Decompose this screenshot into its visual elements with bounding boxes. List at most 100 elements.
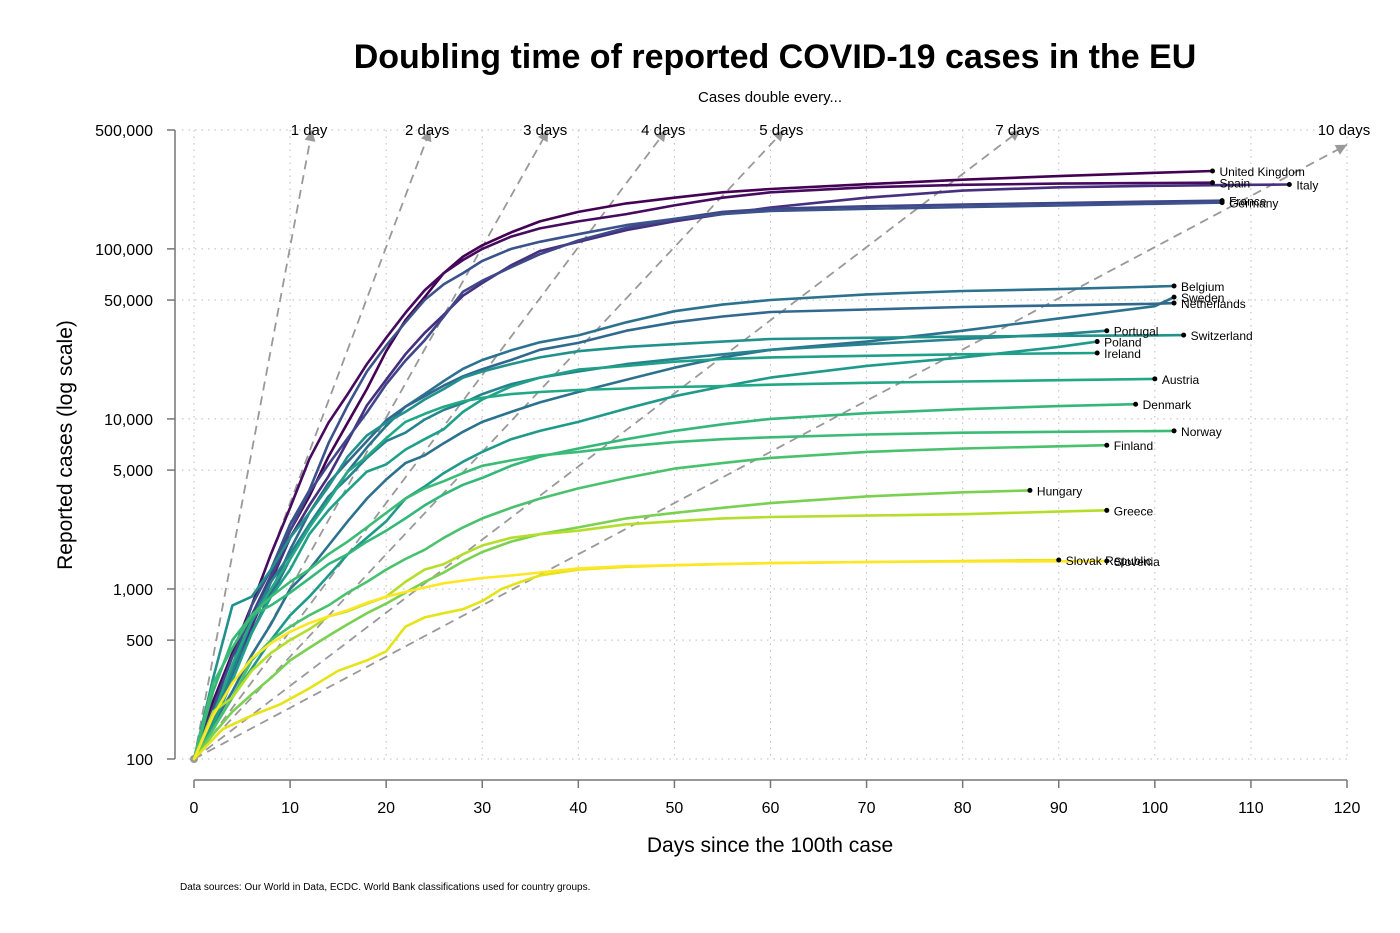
series-line xyxy=(192,199,1224,761)
series-end-dot xyxy=(1152,376,1158,382)
series-end-label: France xyxy=(1229,195,1267,209)
series-line xyxy=(192,295,1176,761)
y-tick-label: 1,000 xyxy=(113,582,153,599)
series-end-label: Hungary xyxy=(1037,484,1082,498)
series-line xyxy=(192,284,1176,761)
doubling-lines: 1 day 2 days 3 days 4 days 5 days 7 days 10 da… xyxy=(190,122,1370,763)
series-end-dot xyxy=(1286,182,1292,188)
series-line xyxy=(192,429,1176,761)
x-tick-label: 70 xyxy=(858,800,876,817)
x-tick-label: 30 xyxy=(473,800,491,817)
doubling-line xyxy=(193,129,313,760)
x-tick-label: 80 xyxy=(954,800,972,817)
series-end-dot xyxy=(1027,487,1033,493)
series-end-dot xyxy=(1056,557,1062,563)
doubling-arrowhead xyxy=(772,130,785,142)
series-end-label: Switzerland xyxy=(1191,329,1253,343)
series-line xyxy=(192,559,1109,761)
series-end-label: Italy xyxy=(1296,179,1318,193)
series-line xyxy=(192,443,1109,761)
chart-subtitle: Cases double every... xyxy=(698,89,842,106)
axes-layer: 1005001,0005,00010,00050,000100,000500,0… xyxy=(95,123,1360,817)
doubling-line-label: 1 day xyxy=(291,122,328,139)
series-end-dot xyxy=(1209,180,1215,186)
doubling-line-label: 5 days xyxy=(759,122,803,139)
x-tick-label: 20 xyxy=(377,800,395,817)
series-end-dot xyxy=(1094,339,1100,345)
x-axis-label: Days since the 100th case xyxy=(647,834,893,857)
x-tick-label: 110 xyxy=(1238,800,1264,817)
series-end-label: Poland xyxy=(1104,336,1141,350)
doubling-line-label: 7 days xyxy=(995,122,1039,139)
series-line xyxy=(192,402,1137,761)
series-end-label: Netherlands xyxy=(1181,297,1246,311)
doubling-arrowhead xyxy=(304,130,316,142)
x-tick-label: 60 xyxy=(762,800,780,817)
series-end-label: Norway xyxy=(1181,425,1222,439)
series-end-label: Ireland xyxy=(1104,347,1141,361)
y-tick-label: 10,000 xyxy=(104,412,153,429)
doubling-line xyxy=(193,129,667,760)
series-end-label: Sweden xyxy=(1181,291,1224,305)
y-tick-label: 500,000 xyxy=(95,123,153,140)
series-line xyxy=(192,183,1291,761)
series-end-label: Austria xyxy=(1162,373,1200,387)
doubling-line xyxy=(193,143,1348,760)
series-line xyxy=(192,489,1032,761)
series-end-dot xyxy=(1171,428,1177,434)
doubling-arrowhead xyxy=(538,130,549,143)
series-end-dot xyxy=(1104,442,1110,448)
series-line xyxy=(192,351,1099,761)
x-tick-label: 90 xyxy=(1050,800,1068,817)
series-end-dot xyxy=(1219,200,1225,206)
series-end-label: Denmark xyxy=(1143,398,1193,412)
series-end-dot xyxy=(1171,283,1177,289)
series-line xyxy=(192,333,1185,761)
data-source-note: Data sources: Our World in Data, ECDC. W… xyxy=(180,882,590,893)
series-line xyxy=(192,340,1099,761)
series-end-label: Portugal xyxy=(1114,325,1159,339)
series-end-dot xyxy=(1104,507,1110,513)
chart-title: Doubling time of reported COVID-19 cases… xyxy=(354,38,1197,76)
series-end-dot xyxy=(1094,350,1100,356)
series-line xyxy=(192,329,1109,761)
series-end-dot xyxy=(1181,332,1187,338)
series-end-label: Slovenia xyxy=(1114,555,1160,569)
x-tick-label: 40 xyxy=(569,800,587,817)
series-end-label: Finland xyxy=(1114,439,1153,453)
doubling-line xyxy=(193,129,1021,760)
series-end-dot xyxy=(1209,168,1215,174)
y-axis-label: Reported cases (log scale) xyxy=(54,320,77,570)
y-tick-label: 100,000 xyxy=(95,242,153,259)
series-end-dot xyxy=(1171,300,1177,306)
y-tick-label: 5,000 xyxy=(113,463,153,480)
doubling-arrowhead xyxy=(421,130,432,143)
x-tick-label: 0 xyxy=(190,800,199,817)
doubling-line-label: 4 days xyxy=(641,122,685,139)
series-end-dot xyxy=(1104,328,1110,334)
series-line xyxy=(192,509,1109,761)
series-end-dot xyxy=(1171,294,1177,300)
doubling-arrowhead xyxy=(1008,130,1021,142)
series-line xyxy=(192,301,1176,761)
series-end-label: Germany xyxy=(1229,197,1278,211)
x-tick-label: 10 xyxy=(281,800,299,817)
grid-layer xyxy=(182,129,1348,760)
doubling-line-label: 10 days xyxy=(1318,122,1371,139)
series-end-label: Spain xyxy=(1219,177,1250,191)
series-line xyxy=(192,201,1224,761)
series-end-dot xyxy=(1104,558,1110,564)
series-end-dot xyxy=(1133,401,1139,407)
series-end-label: Belgium xyxy=(1181,280,1224,294)
doubling-line xyxy=(193,129,785,760)
y-tick-label: 100 xyxy=(126,752,153,769)
doubling-line-label: 3 days xyxy=(523,122,567,139)
y-tick-label: 50,000 xyxy=(104,293,153,310)
doubling-arrowhead xyxy=(655,130,667,143)
doubling-line-label: 2 days xyxy=(405,122,449,139)
y-tick-label: 500 xyxy=(126,633,153,650)
x-tick-label: 100 xyxy=(1141,800,1168,817)
series-line xyxy=(192,377,1157,761)
